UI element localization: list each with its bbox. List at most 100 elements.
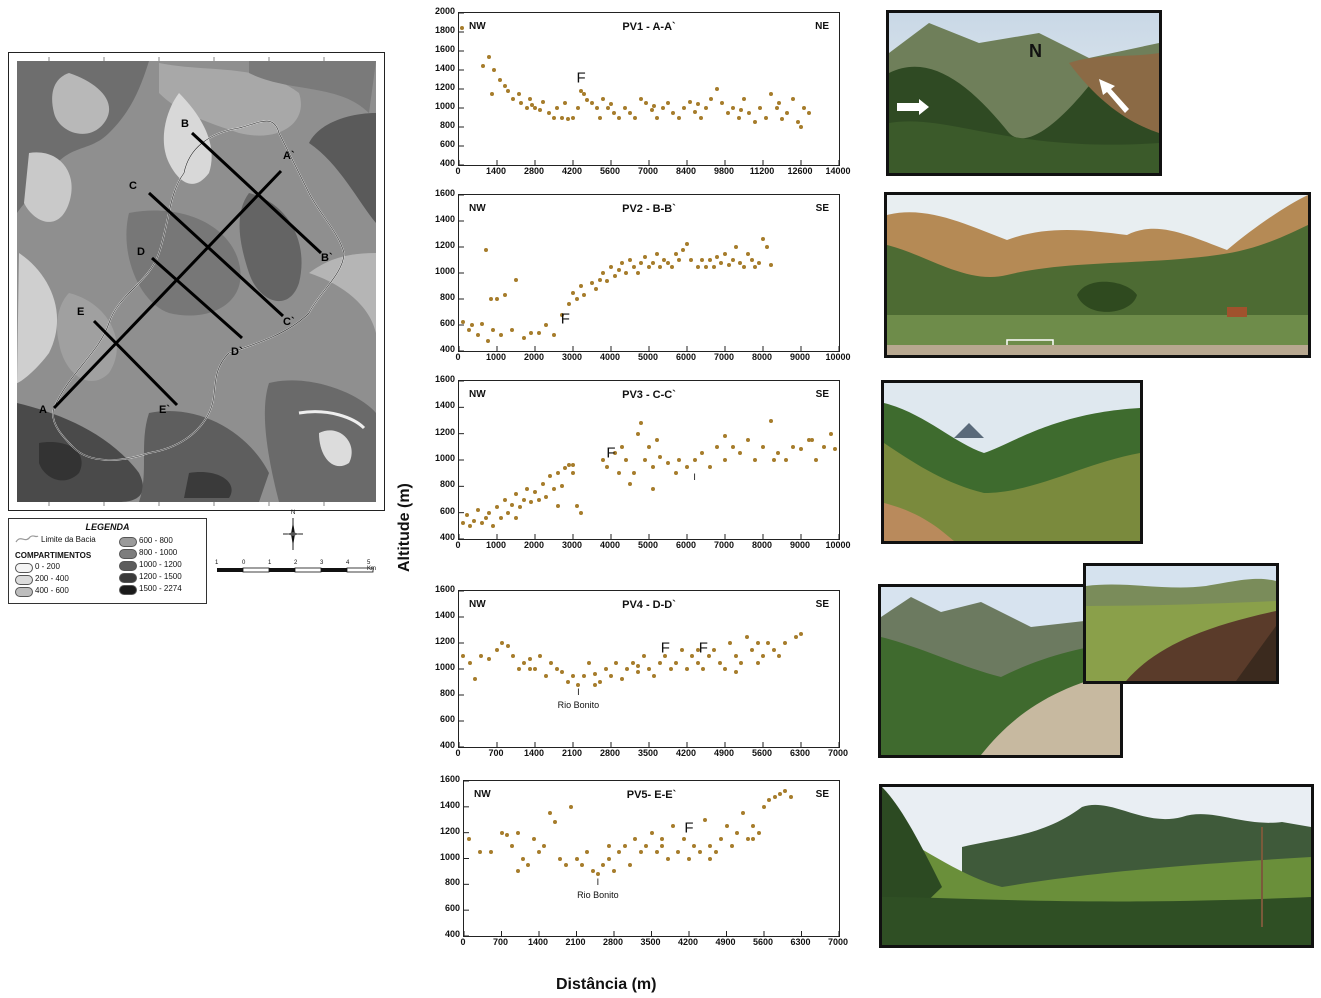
profile-annotation: Rio Bonito <box>557 700 600 711</box>
x-tick-label: 6300 <box>789 748 811 758</box>
x-tick-label: 2800 <box>602 937 624 947</box>
x-tick-label: 8400 <box>675 166 697 176</box>
data-point <box>614 660 619 665</box>
data-point <box>574 504 579 509</box>
data-point <box>579 862 584 867</box>
data-point <box>644 101 649 106</box>
data-point <box>504 833 509 838</box>
y-tick-label: 1600 <box>434 188 455 198</box>
data-point <box>491 328 496 333</box>
plot-ticks <box>459 591 839 747</box>
data-point <box>521 497 526 502</box>
data-point <box>592 672 597 677</box>
data-point <box>537 850 541 855</box>
legend-class-label: 0 - 200 <box>35 562 60 571</box>
data-point <box>547 811 552 816</box>
data-point <box>740 811 745 816</box>
legend-class-label: 600 - 800 <box>139 536 173 545</box>
legend-basin-label: Limite da Bacia <box>41 535 96 544</box>
landscape-photo-2 <box>884 192 1311 358</box>
data-point <box>771 647 776 652</box>
data-point <box>492 68 497 72</box>
data-point <box>660 843 665 848</box>
data-point <box>606 843 611 848</box>
data-point <box>552 486 556 491</box>
x-tick-label: 2100 <box>565 937 586 947</box>
y-tick-label: 800 <box>439 688 455 698</box>
data-point <box>571 463 575 468</box>
profile-left-direction: NW <box>469 389 486 400</box>
map-label-e-prime: E` <box>159 404 170 416</box>
x-tick-label: 2800 <box>523 166 545 176</box>
data-point <box>703 817 708 822</box>
x-tick-label: 5000 <box>637 352 659 362</box>
legend-swatch <box>119 573 137 583</box>
data-point <box>565 680 570 684</box>
data-point <box>715 255 720 260</box>
data-point <box>606 106 611 110</box>
data-point <box>650 260 655 265</box>
data-point <box>601 271 606 275</box>
y-tick-label: 1400 <box>434 400 455 411</box>
data-point <box>546 110 551 115</box>
data-point <box>685 667 689 671</box>
data-point <box>654 438 659 443</box>
legend-class-label: 1500 - 2274 <box>139 584 182 593</box>
data-point <box>717 660 722 665</box>
data-point <box>470 323 475 327</box>
data-point <box>553 820 558 825</box>
data-point <box>590 101 594 106</box>
data-point <box>660 106 665 110</box>
data-point <box>497 77 502 82</box>
y-tick-label: 1000 <box>434 266 455 276</box>
map-label-a: A <box>39 404 47 416</box>
y-tick-label: 1000 <box>434 453 455 463</box>
data-point <box>593 286 598 291</box>
data-point <box>687 856 691 861</box>
data-point <box>529 500 534 505</box>
profile-annotation: F <box>698 639 708 657</box>
data-point <box>628 110 632 115</box>
y-axis-title: Altitude (m) <box>396 483 413 572</box>
data-point <box>611 110 616 115</box>
data-point <box>638 96 643 101</box>
data-point <box>483 515 488 520</box>
scale-tick-label: 0 <box>242 560 246 566</box>
data-point <box>555 504 560 509</box>
data-point <box>723 434 727 439</box>
data-point <box>685 464 689 469</box>
data-point <box>654 251 659 256</box>
data-point <box>639 260 644 265</box>
data-point <box>635 271 640 275</box>
data-point <box>514 515 518 520</box>
basin-line-icon <box>15 535 39 543</box>
data-point <box>799 447 803 452</box>
map-label-d-prime: D` <box>231 346 243 358</box>
svg-text:N: N <box>1029 41 1042 61</box>
data-point <box>620 444 625 449</box>
x-tick-label: 14000 <box>825 166 851 176</box>
data-point <box>510 502 515 507</box>
x-tick-label: 1400 <box>527 937 549 947</box>
x-tick-label: 7000 <box>827 937 849 947</box>
data-point <box>761 237 765 242</box>
data-point <box>571 471 575 476</box>
data-point <box>624 458 629 462</box>
data-point <box>617 115 622 120</box>
x-tick-label: 7000 <box>637 166 659 176</box>
data-point <box>624 271 629 275</box>
scale-bar: 1 0 1 2 3 4 5 Km <box>215 560 376 584</box>
data-point <box>595 106 600 110</box>
legend-class-label: 800 - 1000 <box>139 548 178 557</box>
data-point <box>685 242 689 247</box>
data-point <box>628 258 632 262</box>
data-point <box>688 258 693 262</box>
data-point <box>749 258 754 262</box>
data-point <box>633 837 638 842</box>
data-point <box>595 872 600 876</box>
legend-swatch <box>119 537 137 547</box>
scale-tick-label: 3 <box>320 560 324 566</box>
data-point <box>708 856 713 861</box>
data-point <box>598 115 603 120</box>
y-tick-label: 1400 <box>434 610 455 620</box>
